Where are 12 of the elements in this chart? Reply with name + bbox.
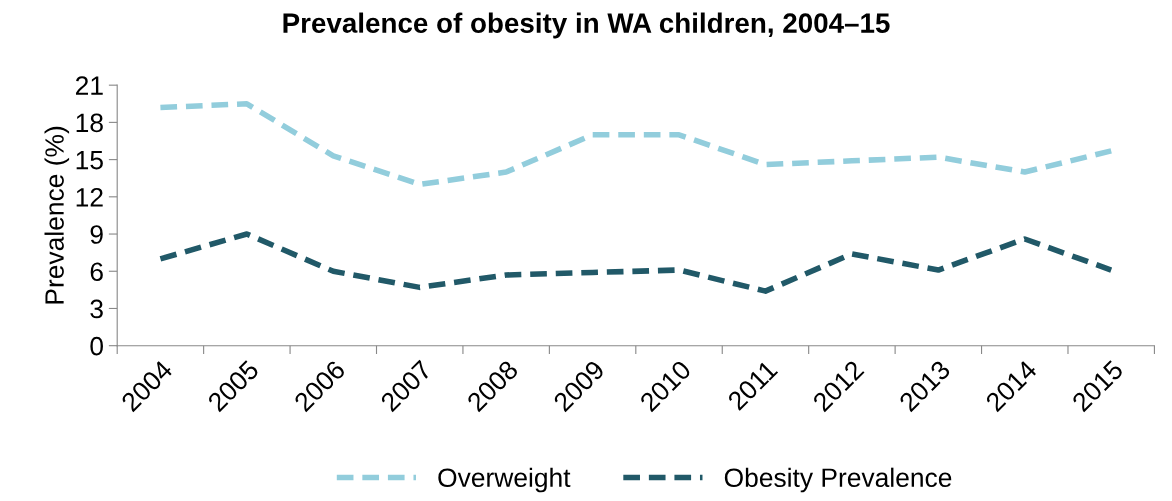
y-tick-label: 21	[75, 76, 103, 95]
y-tick-label: 0	[90, 336, 103, 356]
y-tick-label: 12	[76, 187, 103, 207]
legend-label: Obesity Prevalence	[724, 467, 952, 493]
legend-label: Overweight	[438, 467, 571, 493]
chart-title: Prevalence of obesity in WA children, 2004–15	[283, 12, 890, 39]
y-tick-label: 3	[90, 299, 103, 319]
y-tick-label: 9	[90, 225, 103, 244]
y-tick-label: 6	[90, 262, 103, 282]
y-axis-title: Prevalence (%)	[44, 126, 70, 304]
y-tick-label: 15	[76, 151, 103, 170]
y-tick-label: 18	[76, 113, 103, 133]
